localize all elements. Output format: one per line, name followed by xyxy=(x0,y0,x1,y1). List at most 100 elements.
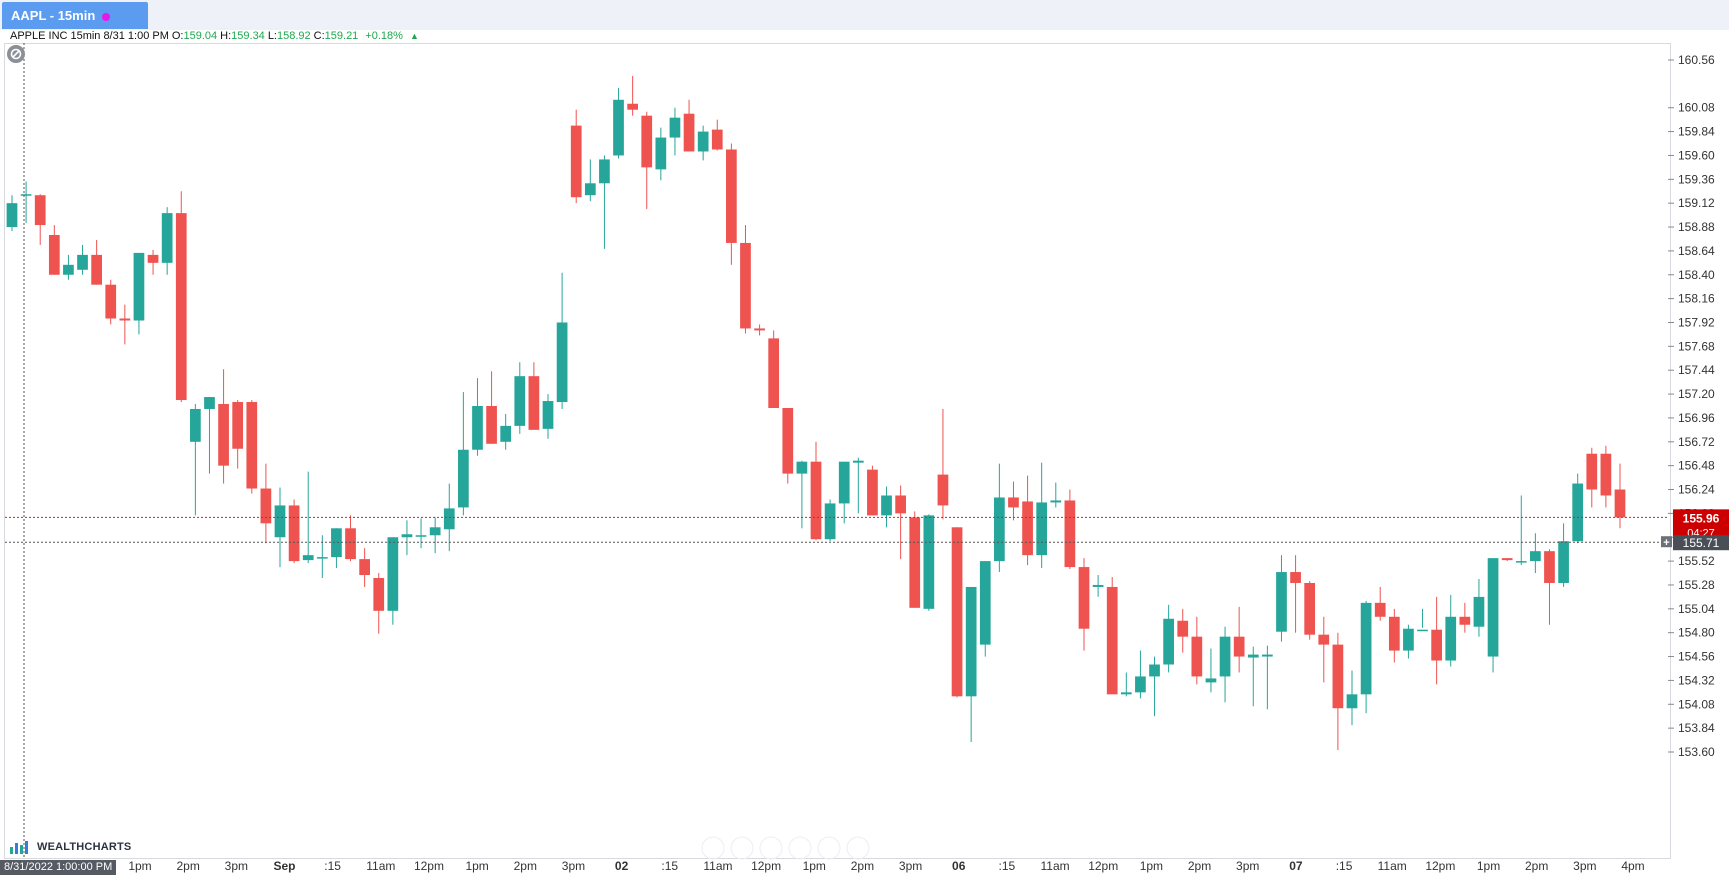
candle-body xyxy=(401,534,413,538)
candle-body xyxy=(1304,582,1316,635)
y-tick-label: 154.32 xyxy=(1678,673,1715,687)
y-tick-label: 159.60 xyxy=(1678,148,1715,162)
last-price-badge xyxy=(1673,509,1729,541)
y-tick-label: 160.08 xyxy=(1678,101,1715,115)
candle-body xyxy=(613,99,624,156)
x-tick-label: 11am xyxy=(1378,859,1407,873)
candle-body xyxy=(387,537,399,611)
y-tick-label: 153.60 xyxy=(1678,745,1715,759)
legend-interval: 15min xyxy=(70,30,101,42)
candle-body xyxy=(740,242,751,329)
candle-body xyxy=(147,254,159,263)
candle-body xyxy=(1022,501,1033,556)
candle-body xyxy=(1544,551,1555,583)
candle-body xyxy=(1473,596,1485,627)
candle-body xyxy=(994,497,1005,562)
candle-body xyxy=(1417,629,1428,632)
x-tick-label: 06 xyxy=(952,859,966,873)
candle-body xyxy=(429,527,441,536)
candle-body xyxy=(951,527,963,697)
wealthcharts-logo-icon xyxy=(10,841,28,855)
x-tick-label: 3pm xyxy=(562,859,585,873)
candle-body xyxy=(599,159,610,184)
x-tick-label: 3pm xyxy=(1573,859,1596,873)
x-tick-label: 1pm xyxy=(128,859,151,873)
x-tick-label: 11am xyxy=(1040,859,1069,873)
legend-low-label: L: xyxy=(267,30,277,42)
candle-body xyxy=(1318,634,1330,645)
chart-toolbar-button xyxy=(701,836,725,860)
x-tick-label: 12pm xyxy=(1088,859,1118,873)
candle-body xyxy=(1036,502,1048,556)
crosshair-date-label: 8/31/2022 1:00:00 PM xyxy=(0,860,117,875)
candle-body xyxy=(1163,618,1174,665)
candle-body xyxy=(711,129,723,150)
candle-body xyxy=(867,469,878,516)
candle-body xyxy=(1572,483,1584,542)
candle-body xyxy=(1501,558,1513,561)
candle-body xyxy=(584,183,596,196)
candle-body xyxy=(260,488,272,524)
candle-body xyxy=(641,115,653,168)
candle-body xyxy=(1008,497,1019,508)
x-tick-label: 3pm xyxy=(1236,859,1259,873)
candle-body xyxy=(838,461,850,504)
x-tick-label: 02 xyxy=(615,859,629,873)
candle-body xyxy=(528,376,540,430)
candle-body xyxy=(472,406,483,450)
chart-settings-icon[interactable] xyxy=(7,45,25,63)
candle-body xyxy=(810,461,822,540)
candle-body xyxy=(486,406,497,444)
x-tick-label: Sep xyxy=(273,859,295,873)
candle-body xyxy=(1487,558,1499,657)
price-legend: APPLE INC 15min 8/31 1:00 PM O:159.04 H:159.… xyxy=(10,29,422,43)
candle-body xyxy=(1614,489,1626,518)
y-tick-label: 157.92 xyxy=(1678,315,1715,329)
candle-body xyxy=(1332,644,1344,709)
candle-body xyxy=(697,131,709,152)
legend-name: APPLE INC xyxy=(10,30,68,42)
candle-body xyxy=(655,137,667,170)
candle-body xyxy=(1262,654,1273,657)
candle-body xyxy=(1346,694,1358,709)
tab-label: AAPL - 15min xyxy=(11,8,96,23)
candle-body xyxy=(1078,567,1090,629)
x-tick-label: 4pm xyxy=(1621,859,1644,873)
candle-body xyxy=(232,402,244,449)
candle-body xyxy=(1064,500,1076,568)
candle-body xyxy=(979,561,991,645)
candle-body xyxy=(1135,676,1146,693)
candle-body xyxy=(1600,453,1612,496)
candle-body xyxy=(1233,636,1245,657)
candle-body xyxy=(909,517,921,608)
y-tick-label: 156.48 xyxy=(1678,459,1715,473)
x-tick-label: 1pm xyxy=(465,859,488,873)
candle-body xyxy=(895,495,906,514)
y-tick-label: 154.56 xyxy=(1678,650,1715,664)
candle-body xyxy=(782,407,794,474)
crosshair-plus-icon xyxy=(1661,536,1672,548)
tab-aapl-15min[interactable]: AAPL - 15min xyxy=(2,2,148,29)
candle-body xyxy=(1445,616,1457,661)
y-tick-label: 153.84 xyxy=(1678,721,1715,735)
candle-body xyxy=(1586,453,1598,490)
x-tick-label: 3pm xyxy=(899,859,922,873)
candle-body xyxy=(768,338,780,408)
y-tick-label: 155.04 xyxy=(1678,602,1715,616)
candle-body xyxy=(204,397,215,409)
candle-body xyxy=(1219,636,1231,677)
svg-text:+: + xyxy=(1663,537,1669,549)
candle-body xyxy=(119,318,131,321)
candle-body xyxy=(669,117,681,138)
candle-body xyxy=(359,559,370,576)
candle-body xyxy=(1120,692,1132,695)
x-tick-label: :15 xyxy=(999,859,1016,873)
candle-body xyxy=(1360,602,1372,695)
candle-body xyxy=(1177,620,1189,637)
candle-body xyxy=(796,461,808,474)
y-tick-label: 156.72 xyxy=(1678,435,1715,449)
legend-high-label: H: xyxy=(220,30,232,42)
x-tick-label: :15 xyxy=(1336,859,1353,873)
candle-body xyxy=(34,195,46,226)
